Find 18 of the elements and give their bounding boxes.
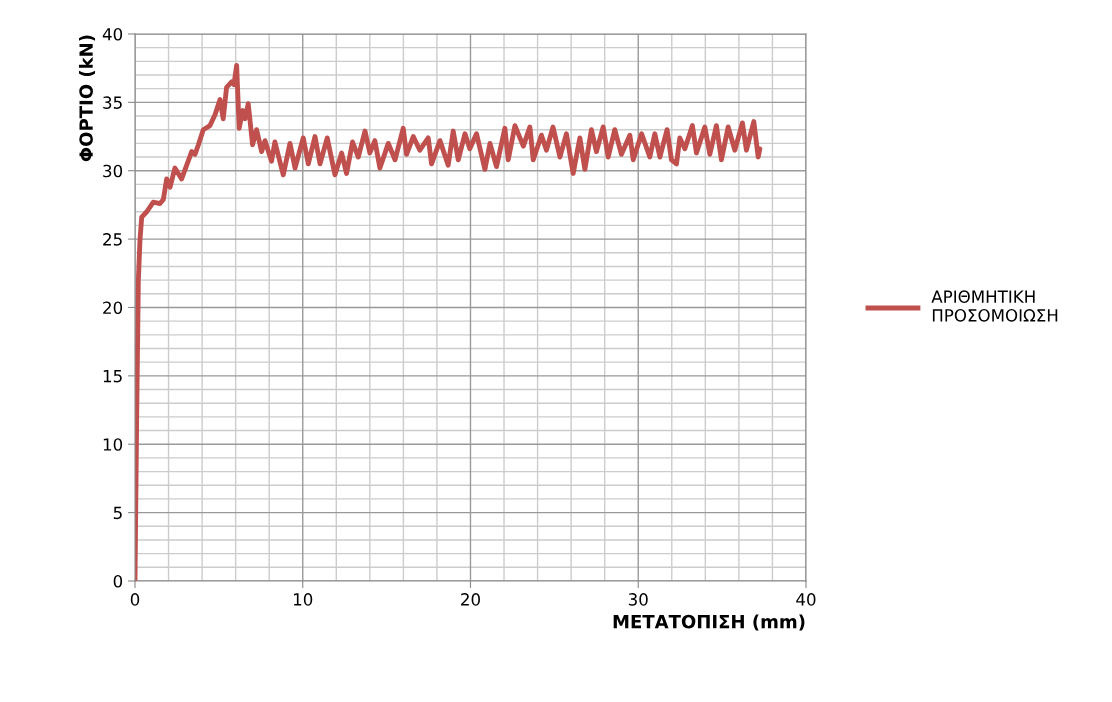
x-tick-label: 0: [130, 593, 140, 606]
legend-label: ΑΡΙΘΜΗΤΙΚΗ ΠΡΟΣΟΜΟΙΩΣΗ: [931, 290, 1058, 322]
x-axis-title: ΜΕΤΑΤΟΠΙΣΗ (mm): [613, 614, 805, 631]
line-series: [135, 63, 763, 581]
y-tick-label: 20: [103, 301, 123, 315]
y-axis-title: ΦΟΡΤΙΟ (kN): [78, 35, 96, 162]
y-tick-label: 5: [113, 506, 122, 520]
x-tick-label: 10: [293, 593, 313, 606]
y-tick-label: 35: [103, 96, 122, 109]
y-tick-label: 40: [102, 27, 123, 41]
x-tick-label: 20: [461, 593, 480, 606]
y-tick-label: 15: [103, 370, 122, 383]
y-tick-label: 0: [113, 574, 123, 588]
y-tick-label: 25: [103, 233, 122, 246]
x-tick-label: 40: [796, 593, 816, 606]
y-tick-label: 30: [103, 164, 123, 178]
y-tick-label: 10: [103, 438, 123, 451]
x-tick-label: 30: [628, 593, 648, 606]
